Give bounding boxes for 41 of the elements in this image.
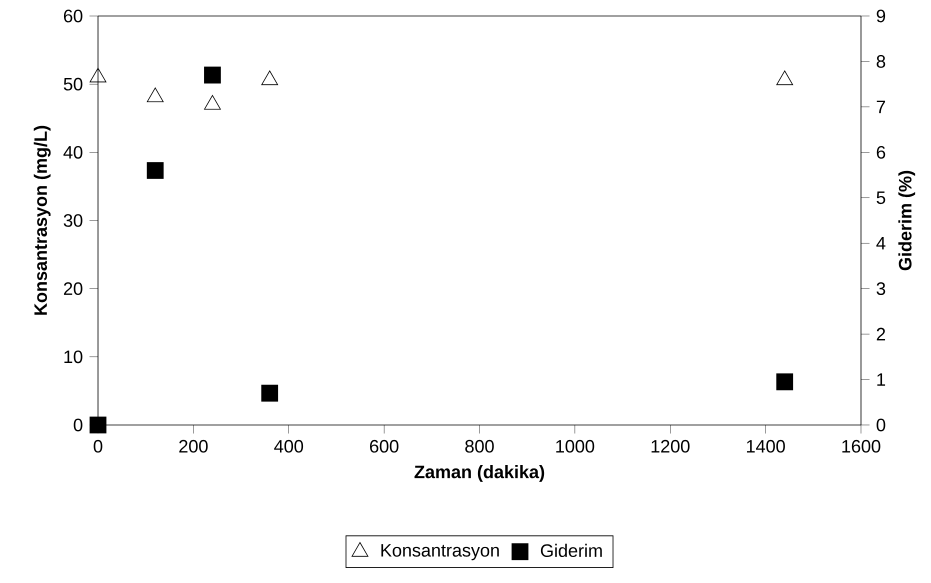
point: [146, 88, 164, 102]
y-tick-label: 30: [64, 214, 82, 227]
x-tick-label: 1000: [556, 440, 594, 453]
x-axis-title: Zaman (dakika): [414, 465, 544, 482]
y-tick-label: 0: [74, 418, 82, 432]
x-tick-label: 400: [274, 440, 304, 453]
y-tick-label: 50: [64, 78, 82, 91]
y-tick-label: 40: [63, 146, 82, 159]
x-tick-label: 800: [465, 440, 494, 453]
y2-tick-label: 8: [876, 55, 886, 68]
y-tick-label: 20: [64, 282, 82, 296]
y2-tick-label: 5: [876, 191, 886, 204]
x-tick-label: 200: [179, 440, 208, 453]
point: [261, 384, 278, 402]
x-tick-label: 1200: [652, 440, 690, 453]
y-tick-label: 10: [64, 350, 82, 364]
y-tick-label: 60: [64, 10, 82, 22]
y2-tick-label: 1: [877, 373, 886, 386]
point: [261, 70, 278, 86]
x-tick-label: 1600: [842, 440, 880, 453]
x-tick-label: 1400: [746, 440, 785, 453]
point: [776, 70, 794, 86]
y2-tick-label: 6: [876, 146, 886, 159]
point: [204, 95, 221, 110]
x-tick-label: 0: [94, 440, 102, 453]
y2-tick-label: 3: [876, 282, 886, 296]
point: [776, 373, 794, 390]
point: [204, 66, 221, 84]
y2-tick-label: 9: [876, 10, 886, 22]
y2-axis-title: Giderim (%): [898, 170, 916, 270]
legend-label: Konsantrasyon: [381, 544, 499, 560]
y2-tick-label: 4: [876, 237, 886, 250]
point: [90, 416, 106, 434]
y2-tick-label: 0: [876, 418, 886, 432]
legend-label: Giderim: [540, 544, 602, 558]
y2-tick-label: 2: [876, 328, 886, 340]
y-axis-title: Konsantrasyon (mg/L): [34, 126, 51, 315]
x-tick-label: 600: [370, 440, 398, 453]
y2-tick-label: 7: [876, 100, 886, 114]
point: [146, 162, 164, 179]
point: [90, 68, 106, 82]
